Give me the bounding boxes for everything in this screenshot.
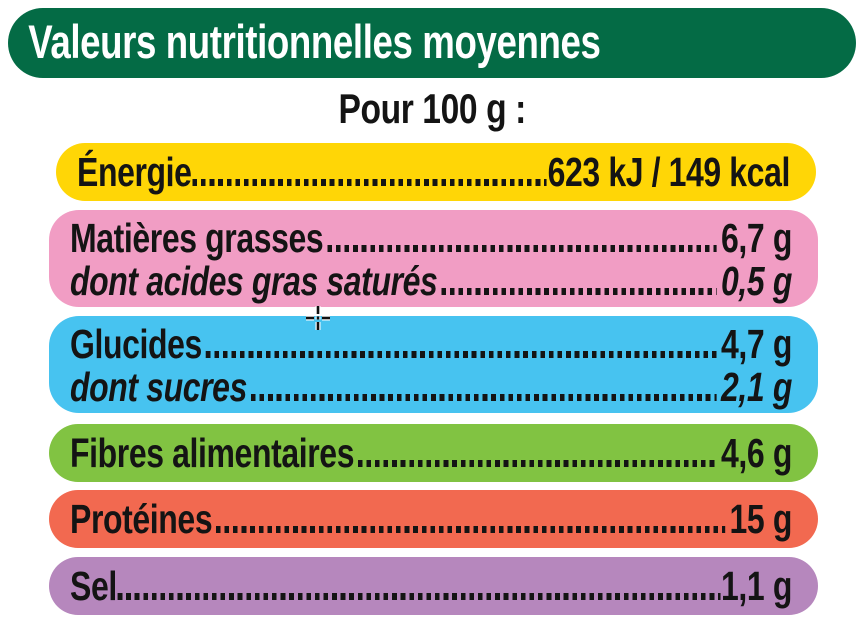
serving-size-heading: Pour 100 g : bbox=[338, 85, 526, 132]
nutrient-value: 4,6 g bbox=[721, 429, 792, 476]
row-glucides: Glucides 4,7 g dont sucres 2,1 g bbox=[49, 316, 818, 413]
nutrient-value: 4,7 g bbox=[721, 320, 792, 367]
row-fibres-alimentaires: Fibres alimentaires 4,6 g bbox=[49, 424, 818, 482]
nutrient-value: 15 g bbox=[729, 495, 793, 542]
sub-nutrient-label: dont acides gras saturés bbox=[70, 257, 438, 304]
dot-leader bbox=[205, 350, 717, 358]
nutrient-value: 6,7 g bbox=[721, 214, 792, 261]
sub-nutrient-label: dont sucres bbox=[70, 363, 247, 410]
nutrient-value: 1,1 g bbox=[721, 562, 792, 609]
dot-leader bbox=[358, 459, 717, 467]
dot-leader bbox=[192, 178, 547, 186]
dot-leader bbox=[441, 287, 717, 295]
nutrient-label: Protéines bbox=[70, 495, 213, 542]
nutrient-value: 623 kJ / 149 kcal bbox=[547, 148, 791, 195]
serving-size-row: Pour 100 g : bbox=[0, 84, 864, 134]
nutrient-label: Matières grasses bbox=[70, 214, 324, 261]
sub-nutrient-value: 2,1 g bbox=[721, 363, 792, 410]
dot-leader bbox=[327, 244, 717, 252]
nutrient-label: Énergie bbox=[77, 148, 192, 195]
row-sel: Sel 1,1 g bbox=[49, 557, 818, 615]
row-matieres-grasses: Matières grasses 6,7 g dont acides gras … bbox=[49, 210, 818, 307]
page-title: Valeurs nutritionnelles moyennes bbox=[28, 14, 601, 68]
nutrient-label: Fibres alimentaires bbox=[70, 429, 355, 476]
dot-leader bbox=[216, 525, 725, 533]
dot-leader bbox=[250, 393, 717, 401]
header-banner: Valeurs nutritionnelles moyennes bbox=[8, 8, 856, 78]
dot-leader bbox=[117, 592, 721, 600]
row-energie: Énergie 623 kJ / 149 kcal bbox=[56, 143, 816, 201]
sub-nutrient-value: 0,5 g bbox=[721, 257, 792, 304]
nutrient-label: Glucides bbox=[70, 320, 202, 367]
nutrient-label: Sel bbox=[70, 562, 117, 609]
row-proteines: Protéines 15 g bbox=[49, 490, 818, 548]
